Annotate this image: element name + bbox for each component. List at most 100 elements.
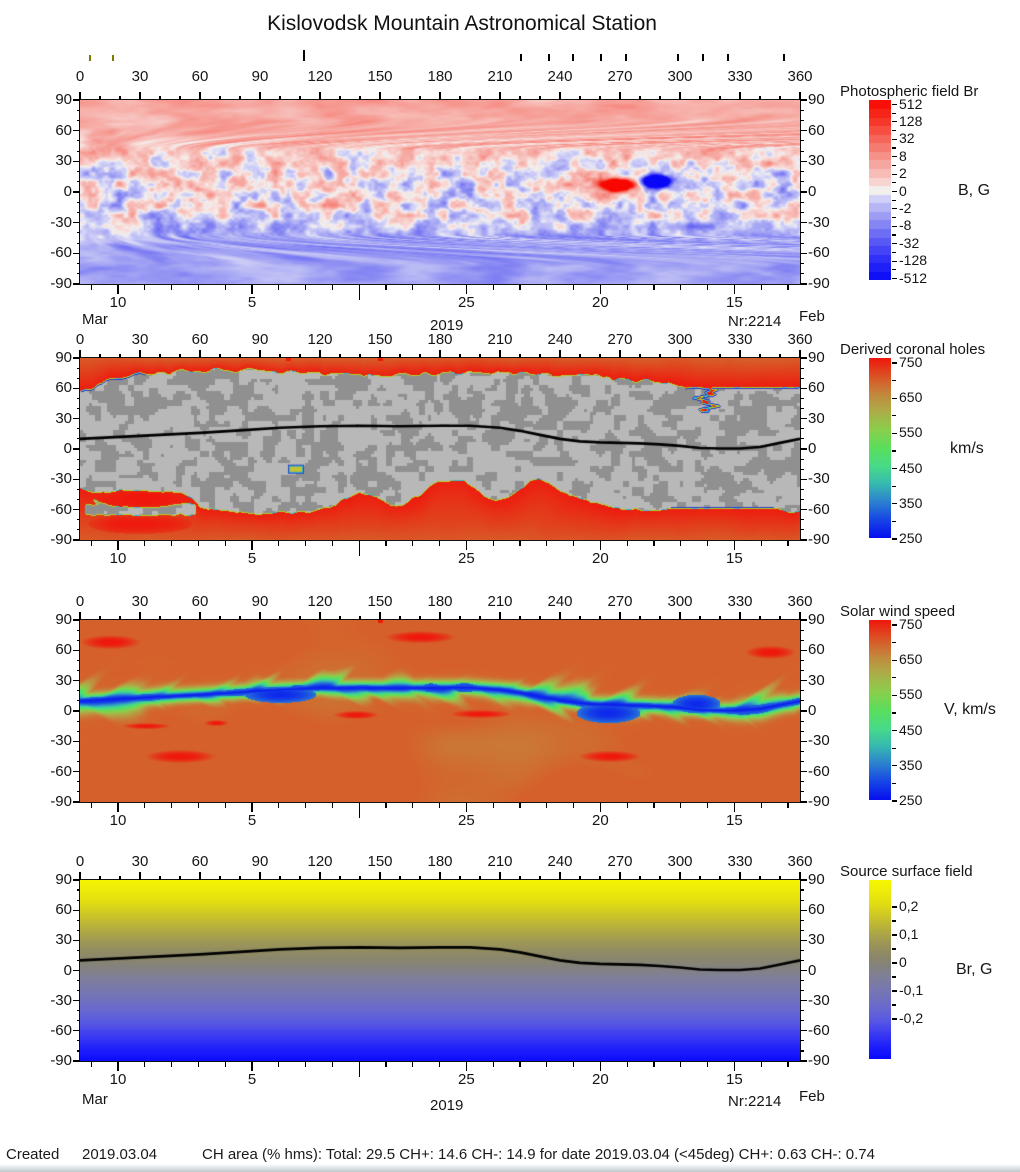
day-tick	[358, 1062, 360, 1077]
lon-tick	[799, 872, 801, 880]
lon-tick-label: 120	[307, 853, 333, 870]
day-tick	[171, 803, 173, 808]
lon-tick-label: 0	[75, 331, 85, 348]
cbar-tick	[892, 934, 897, 936]
lon-tick	[439, 350, 441, 358]
lat-tick-label: -60	[50, 500, 72, 518]
obs-tick	[520, 54, 522, 61]
day-tick	[117, 1062, 119, 1071]
cbar-tick	[892, 765, 897, 767]
day-tick	[278, 541, 280, 546]
lat-tick	[73, 740, 80, 742]
lat-tick-label: 60	[808, 901, 825, 919]
day-tick-label: 5	[247, 294, 257, 311]
lat-tick	[800, 201, 804, 203]
day-tick	[224, 285, 226, 290]
cbar-tick	[892, 225, 897, 227]
cbar-tick	[892, 1018, 897, 1020]
lat-tick	[73, 448, 80, 450]
lat-tick-label: 60	[808, 121, 825, 139]
cbar-minor-tick	[892, 1004, 896, 1006]
lon-tick	[619, 350, 621, 358]
lon-tick-label: 270	[607, 331, 633, 348]
lon-tick-label: 120	[307, 593, 333, 610]
lon-tick	[119, 876, 121, 880]
day-tick-label: 10	[109, 1071, 127, 1088]
lat-tick	[76, 629, 80, 631]
lon-tick	[759, 876, 761, 880]
lon-tick-label: 90	[251, 593, 269, 610]
lat-tick	[76, 1050, 80, 1052]
cbar-minor-tick	[892, 182, 896, 184]
lon-tick-label: 240	[547, 853, 573, 870]
cbar-minor-tick	[892, 415, 896, 417]
lat-tick	[800, 619, 807, 621]
lat-tick	[73, 539, 80, 541]
day-tick	[90, 541, 92, 546]
lat-tick-label: -90	[50, 1052, 72, 1069]
lat-tick	[73, 1000, 80, 1002]
lon-tick	[779, 876, 781, 880]
day-tick-label: 5	[247, 812, 257, 829]
lat-tick-label: -30	[808, 991, 830, 1009]
day-tick	[653, 541, 655, 546]
lat-tick	[800, 720, 804, 722]
lat-tick	[76, 262, 80, 265]
lat-tick	[800, 969, 807, 972]
day-tick-label: 25	[458, 812, 475, 829]
lat-tick	[800, 519, 804, 521]
lon-tick	[679, 350, 681, 358]
lon-tick-label: 30	[131, 68, 149, 85]
cbar-minor-tick	[892, 782, 896, 784]
lon-tick	[279, 616, 281, 620]
lat-tick-label: 30	[808, 931, 825, 949]
lat-tick-label: 30	[808, 671, 825, 689]
day-tick	[492, 1062, 494, 1067]
lat-tick	[800, 262, 804, 265]
lon-tick	[479, 354, 481, 358]
cbar-tick	[892, 538, 897, 540]
lon-tick	[679, 612, 681, 620]
lon-tick	[179, 96, 181, 100]
lat-tick-label: 30	[808, 409, 825, 427]
lon-tick-label: 300	[667, 68, 693, 85]
lat-tick	[76, 519, 80, 521]
day-tick	[305, 803, 307, 808]
cbar-tick-label: -512	[899, 269, 928, 286]
day-tick	[760, 541, 762, 546]
lon-tick	[179, 616, 181, 620]
lon-tick	[239, 876, 241, 880]
lat-tick	[76, 730, 80, 732]
lat-tick-label: -60	[50, 244, 72, 262]
day-tick	[573, 803, 575, 808]
lat-tick	[800, 710, 807, 712]
lat-tick	[800, 357, 807, 359]
cbar-minor-tick	[892, 380, 896, 382]
day-tick	[412, 803, 414, 808]
cbar-tick	[892, 243, 897, 245]
lon-tick	[199, 350, 201, 358]
lat-tick	[800, 750, 804, 753]
colorbar-canvas-source-surface	[869, 880, 891, 1059]
lon-tick	[799, 92, 801, 100]
lat-tick-label: 60	[55, 901, 72, 919]
lat-tick-label: -30	[50, 470, 72, 488]
cbar-tick-label: 750	[899, 616, 923, 632]
cbar-tick	[892, 906, 897, 908]
day-tick	[733, 803, 735, 812]
lon-tick	[519, 354, 521, 358]
lat-tick-label: 90	[55, 349, 72, 366]
colorbar-title-photospheric: Photospheric field Br	[840, 83, 979, 100]
obs-tick-tall	[303, 50, 305, 61]
lon-tick	[639, 354, 641, 358]
lat-tick	[800, 791, 804, 793]
lon-tick-label: 90	[251, 853, 269, 870]
cbar-tick	[892, 397, 897, 399]
lat-tick-label: 30	[55, 152, 72, 170]
lon-tick	[579, 354, 581, 358]
lon-tick	[219, 876, 221, 880]
lon-tick	[539, 616, 541, 620]
day-tick	[707, 541, 709, 546]
lat-tick	[800, 150, 804, 152]
lat-tick	[76, 750, 80, 753]
